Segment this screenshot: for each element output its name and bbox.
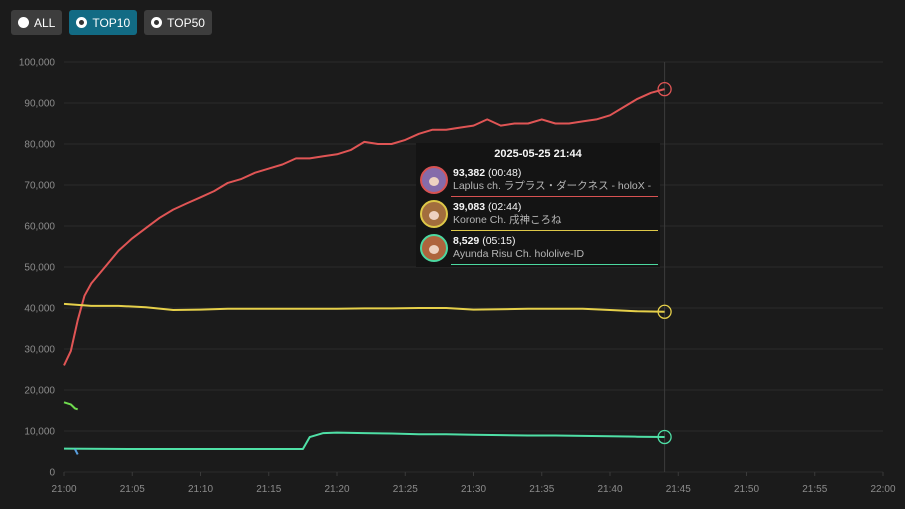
x-tick-label: 21:40 xyxy=(597,484,622,495)
tooltip-divider xyxy=(451,264,658,265)
x-tick-label: 22:00 xyxy=(870,484,895,495)
x-tick-label: 21:15 xyxy=(256,484,281,495)
x-tick-label: 21:45 xyxy=(666,484,691,495)
y-tick-label: 100,000 xyxy=(19,58,56,69)
radio-checked-icon xyxy=(76,17,88,28)
tooltip-time: (02:44) xyxy=(488,201,522,213)
x-axis-ticks: 21:00 21:05 21:10 21:15 21:20 21:25 21:30 21:35… xyxy=(51,484,895,495)
y-tick-label: 60,000 xyxy=(24,222,55,233)
y-tick-label: 20,000 xyxy=(24,386,55,397)
tooltip-title: 2025-05-25 21:44 xyxy=(494,148,582,160)
filter-group: ALL TOP10 TOP50 xyxy=(11,10,212,35)
series-line xyxy=(63,401,79,411)
filter-all-button[interactable]: ALL xyxy=(11,10,63,35)
radio-checked-icon xyxy=(151,17,163,28)
avatar xyxy=(420,234,448,262)
x-tick-label: 21:20 xyxy=(324,484,349,495)
filter-top10-button[interactable]: TOP10 xyxy=(69,10,138,35)
chart-tooltip: 2025-05-25 21:44 93,382 (00:48) Laplus c… xyxy=(416,143,660,267)
y-tick-label: 0 xyxy=(49,468,55,479)
series-line xyxy=(63,431,665,450)
filter-label: TOP50 xyxy=(167,15,205,30)
y-axis-ticks: 0 10,000 20,000 30,000 40,000 50,000 60,000 70,… xyxy=(19,58,56,479)
avatar xyxy=(420,200,448,228)
series-line xyxy=(63,88,665,366)
radio-icon xyxy=(18,17,29,28)
y-tick-label: 70,000 xyxy=(24,181,55,192)
tooltip-divider xyxy=(451,230,658,231)
x-tick-label: 21:00 xyxy=(51,484,76,495)
hover-marker xyxy=(657,429,672,445)
series-line xyxy=(74,448,79,455)
series-line xyxy=(63,302,665,313)
tooltip-channel-name: Korone Ch. 戌神ころね xyxy=(453,214,562,226)
tooltip-value: 8,529 xyxy=(453,235,480,247)
x-tick-label: 21:55 xyxy=(802,484,827,495)
y-tick-label: 30,000 xyxy=(24,345,55,356)
x-tick-label: 21:05 xyxy=(120,484,145,495)
grid xyxy=(63,61,884,476)
tooltip-value: 39,083 xyxy=(453,201,486,213)
x-tick-label: 21:50 xyxy=(734,484,759,495)
hover-markers xyxy=(657,81,672,445)
tooltip-channel-name: Ayunda Risu Ch. hololive-ID xyxy=(453,248,585,260)
y-tick-label: 50,000 xyxy=(24,263,55,274)
x-tick-label: 21:10 xyxy=(188,484,213,495)
tooltip-row: 93,382 (00:48) Laplus ch. ラプラス・ダークネス - h… xyxy=(418,165,658,197)
tooltip-divider xyxy=(451,196,658,197)
filter-top50-button[interactable]: TOP50 xyxy=(144,10,212,35)
tooltip-value: 93,382 xyxy=(453,167,486,179)
y-tick-label: 80,000 xyxy=(24,140,55,151)
hover-marker xyxy=(657,304,672,319)
tooltip-row: 39,083 (02:44) Korone Ch. 戌神ころね xyxy=(418,199,658,231)
tooltip-time: (00:48) xyxy=(488,167,522,179)
filter-label: TOP10 xyxy=(92,15,131,30)
series-group xyxy=(63,88,665,455)
tooltip-row: 8,529 (05:15) Ayunda Risu Ch. hololive-I… xyxy=(418,233,658,265)
hover-marker xyxy=(657,81,672,97)
y-tick-label: 90,000 xyxy=(24,99,55,110)
tooltip-time: (05:15) xyxy=(482,235,516,247)
filter-label: ALL xyxy=(34,15,56,30)
avatar xyxy=(420,166,448,194)
x-tick-label: 21:35 xyxy=(529,484,554,495)
x-tick-label: 21:30 xyxy=(461,484,486,495)
y-tick-label: 40,000 xyxy=(24,304,55,315)
x-tick-label: 21:25 xyxy=(393,484,418,495)
y-tick-label: 10,000 xyxy=(24,427,55,438)
tooltip-channel-name: Laplus ch. ラプラス・ダークネス - holoX - xyxy=(453,180,652,192)
